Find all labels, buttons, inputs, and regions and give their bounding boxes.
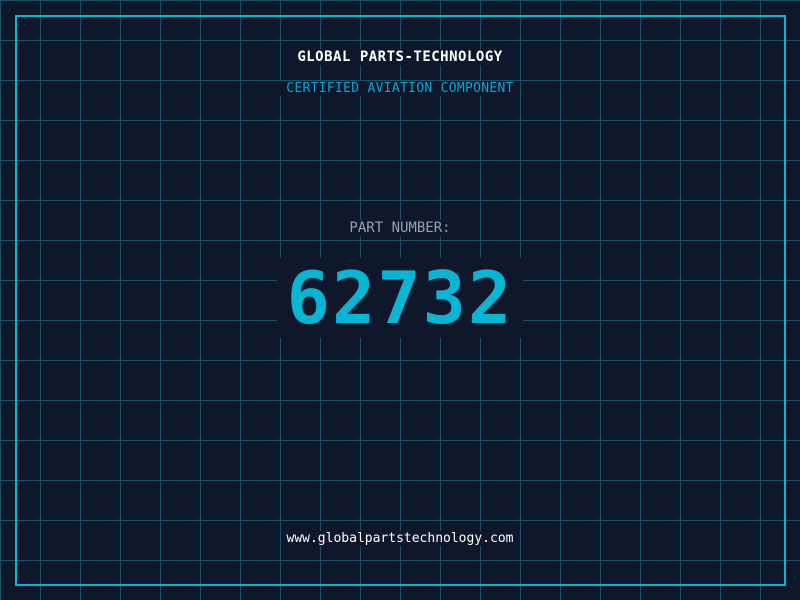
part-number-value: 62732 [0, 258, 800, 338]
certification-subtitle: CERTIFIED AVIATION COMPONENT [0, 81, 800, 96]
label-text: PART NUMBER: [343, 220, 457, 236]
website-url: www.globalpartstechnology.com [0, 531, 800, 546]
number-text: 62732 [276, 258, 524, 338]
part-number-label: PART NUMBER: [0, 220, 800, 236]
company-name: GLOBAL PARTS-TECHNOLOGY [0, 49, 800, 65]
subtitle-text: CERTIFIED AVIATION COMPONENT [280, 81, 520, 96]
url-text: www.globalpartstechnology.com [280, 531, 520, 546]
company-name-text: GLOBAL PARTS-TECHNOLOGY [291, 49, 509, 65]
frame-border [15, 15, 786, 586]
